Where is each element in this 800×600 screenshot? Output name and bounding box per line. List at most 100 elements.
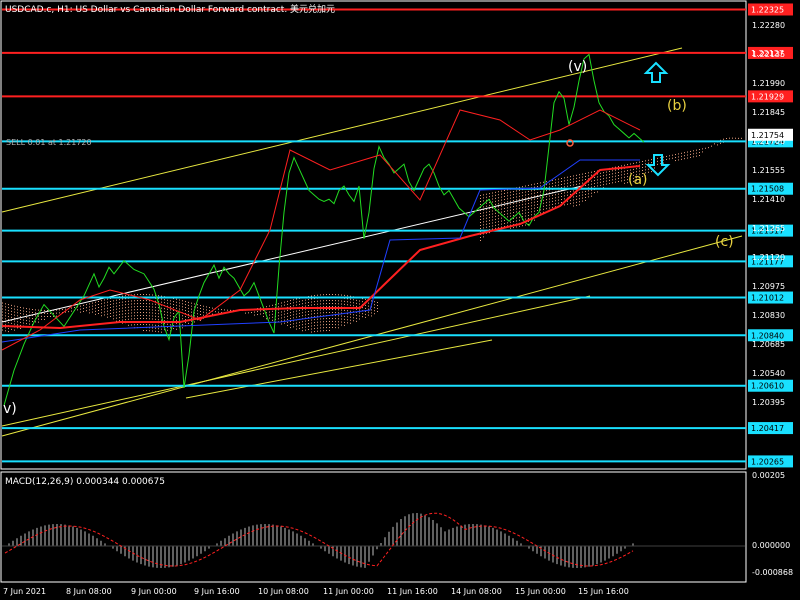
- cloud-dot: [32, 309, 33, 311]
- x-tick-label: 11 Jun 16:00: [387, 587, 438, 596]
- cloud-dot: [113, 318, 114, 320]
- cloud-dot: [374, 304, 375, 306]
- cloud-dot: [329, 330, 330, 332]
- cloud-dot: [579, 177, 580, 179]
- cloud-dot: [143, 315, 144, 317]
- cloud-dot: [597, 191, 598, 193]
- cloud-dot: [519, 198, 520, 200]
- cloud-dot: [161, 331, 162, 333]
- cloud-dot: [540, 197, 541, 199]
- cloud-dot: [618, 178, 619, 180]
- cloud-dot: [588, 190, 589, 192]
- wave-label-v-left: v): [3, 401, 17, 417]
- cloud-dot: [543, 202, 544, 204]
- cloud-dot: [603, 178, 604, 180]
- cloud-dot: [5, 327, 6, 329]
- x-tick-label: 14 Jun 08:00: [451, 587, 502, 596]
- cloud-dot: [711, 145, 712, 147]
- cloud-dot: [489, 211, 490, 213]
- cloud-dot: [341, 324, 342, 326]
- cloud-dot: [498, 194, 499, 196]
- ma-red-line: [1, 165, 641, 330]
- cloud-dot: [146, 330, 147, 332]
- cloud-dot: [338, 294, 339, 296]
- macd-tick-label: -0.000868: [752, 568, 793, 577]
- cloud-dot: [690, 150, 691, 152]
- cloud-dot: [600, 178, 601, 180]
- cloud-dot: [353, 314, 354, 316]
- cloud-dot: [594, 177, 595, 179]
- cloud-dot: [684, 152, 685, 154]
- cloud-dot: [573, 199, 574, 201]
- cloud-dot: [507, 210, 508, 212]
- cloud-dot: [630, 175, 631, 177]
- cloud-dot: [143, 306, 144, 308]
- cloud-dot: [525, 206, 526, 208]
- cloud-dot: [326, 303, 327, 305]
- cloud-dot: [203, 314, 204, 316]
- cloud-dot: [278, 306, 279, 308]
- cloud-dot: [582, 179, 583, 181]
- cloud-dot: [480, 204, 481, 205]
- cloud-dot: [206, 312, 207, 314]
- macd-label: MACD(12,26,9) 0.000344 0.000675: [5, 477, 165, 487]
- cloud-dot: [606, 180, 607, 182]
- cloud-dot: [528, 223, 529, 225]
- cloud-dot: [552, 182, 553, 184]
- cloud-dot: [522, 198, 523, 200]
- cloud-dot: [660, 157, 661, 159]
- cloud-dot: [314, 331, 315, 333]
- cloud-dot: [591, 180, 592, 182]
- cloud-dot: [531, 196, 532, 198]
- cloud-dot: [504, 201, 505, 203]
- cloud-dot: [191, 314, 192, 316]
- cloud-dot: [176, 322, 177, 324]
- cloud-dot: [182, 300, 183, 302]
- cloud-dot: [11, 316, 12, 318]
- cloud-dot: [107, 307, 108, 309]
- cloud-dot: [161, 301, 162, 303]
- cloud-dot: [495, 209, 496, 211]
- cloud-dot: [645, 163, 646, 165]
- cloud-dot: [648, 168, 649, 170]
- cloud-dot: [543, 196, 544, 198]
- cloud-dot: [107, 310, 108, 312]
- cloud-dot: [633, 168, 634, 170]
- price-level-label: 1.20610: [751, 382, 784, 391]
- cloud-dot: [95, 307, 96, 309]
- cloud-dot: [302, 312, 303, 314]
- cloud-dot: [534, 186, 535, 188]
- cloud-dot: [516, 217, 517, 219]
- cloud-dot: [320, 306, 321, 308]
- trend-lines: [1, 47, 743, 437]
- cloud-dot: [8, 328, 9, 330]
- cloud-dot: [293, 305, 294, 307]
- cloud-dot: [332, 303, 333, 305]
- cloud-dot: [305, 302, 306, 304]
- cloud-dot: [552, 197, 553, 199]
- cloud-dot: [639, 176, 640, 178]
- cloud-dot: [92, 305, 93, 307]
- cloud-dot: [281, 323, 282, 325]
- cloud-dot: [131, 315, 132, 317]
- cloud-dot: [311, 316, 312, 318]
- cloud-dot: [32, 321, 33, 323]
- cloud-dot: [495, 218, 496, 220]
- cloud-dot: [741, 137, 742, 139]
- cloud-dot: [519, 201, 520, 203]
- cloud-dot: [137, 303, 138, 305]
- x-tick-label: 7 Jun 2021: [3, 587, 46, 596]
- cloud-dot: [681, 155, 682, 157]
- cloud-dot: [633, 162, 634, 164]
- cloud-dot: [576, 192, 577, 194]
- cloud-dot: [287, 306, 288, 308]
- cloud-dot: [152, 324, 153, 326]
- cloud-dot: [591, 174, 592, 176]
- trade-label: SELL 0.01 at 1.21720: [6, 138, 92, 147]
- cloud-dot: [5, 303, 6, 305]
- cloud-dot: [666, 158, 667, 160]
- cloud-dot: [552, 206, 553, 208]
- cloud-dot: [573, 205, 574, 207]
- price-level-label: 1.21177: [751, 257, 784, 266]
- cloud-dot: [122, 301, 123, 303]
